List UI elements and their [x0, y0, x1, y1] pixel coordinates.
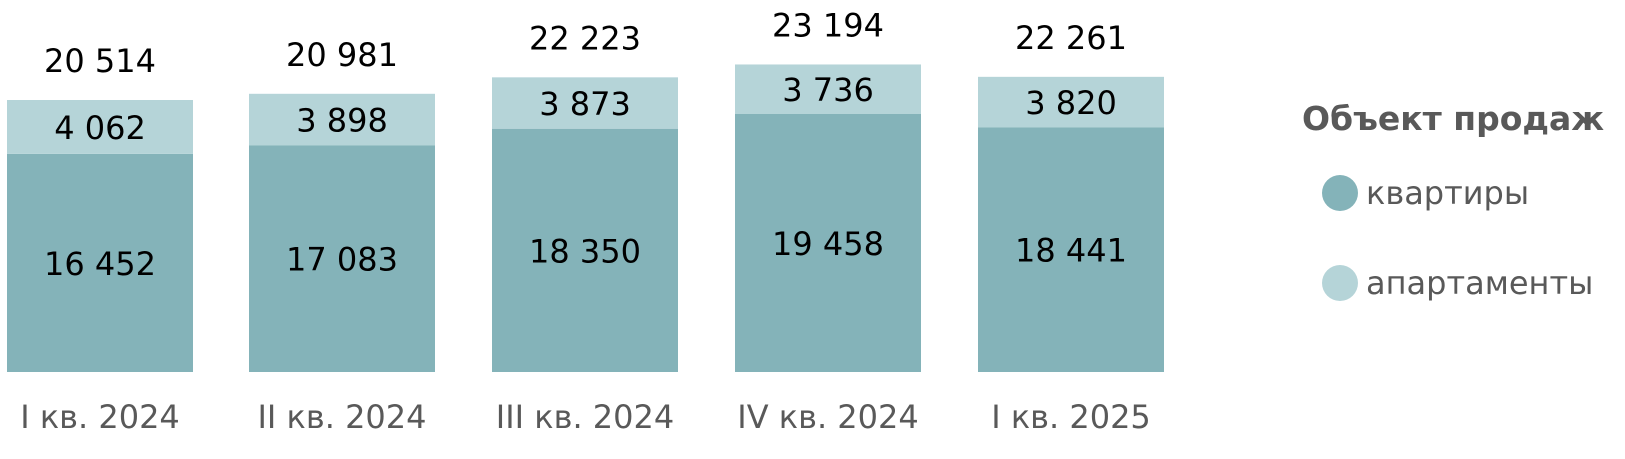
data-label: 18 441 — [1015, 232, 1127, 270]
bar-segment-kvartiry — [978, 127, 1164, 373]
data-label: 17 083 — [286, 241, 398, 279]
bar-segment-apartamenty — [978, 76, 1164, 128]
data-label: 4 062 — [54, 109, 146, 147]
bar-segment-apartamenty — [249, 93, 435, 146]
x-tick-label: I кв. 2024 — [20, 398, 180, 436]
data-label: 3 873 — [539, 85, 631, 123]
x-tick-label: I кв. 2025 — [991, 398, 1151, 436]
bar-segment-kvartiry — [249, 145, 435, 372]
bar-segment-apartamenty — [735, 64, 921, 115]
bar-segment-kvartiry — [735, 114, 921, 372]
data-label: 3 898 — [296, 102, 388, 140]
data-label: 18 350 — [529, 232, 641, 270]
x-tick-label: III кв. 2024 — [496, 398, 674, 436]
total-label: 20 514 — [44, 42, 156, 80]
data-label: 16 452 — [44, 245, 156, 283]
bar-segment-apartamenty — [7, 100, 193, 154]
legend-label-apartamenty: апартаменты — [1366, 264, 1593, 302]
total-label: 22 223 — [529, 19, 641, 57]
x-tick-label: II кв. 2024 — [257, 398, 426, 436]
legend-label-kvartiry: квартиры — [1366, 174, 1529, 212]
data-label: 3 820 — [1025, 84, 1117, 122]
legend-title: Объект продаж — [1302, 99, 1604, 138]
bar-segment-kvartiry — [7, 153, 193, 372]
legend: Объект продаж квартиры апартаменты — [1302, 99, 1604, 302]
bar-segment-kvartiry — [492, 128, 678, 372]
total-label: 20 981 — [286, 36, 398, 74]
total-label: 22 261 — [1015, 19, 1127, 57]
legend-swatch-apartamenty — [1322, 265, 1358, 301]
data-label: 3 736 — [782, 71, 874, 109]
x-tick-label: IV кв. 2024 — [737, 398, 918, 436]
total-label: 23 194 — [772, 6, 884, 44]
legend-swatch-kvartiry — [1322, 175, 1358, 211]
bar-segment-apartamenty — [492, 77, 678, 129]
data-label: 19 458 — [772, 225, 884, 263]
